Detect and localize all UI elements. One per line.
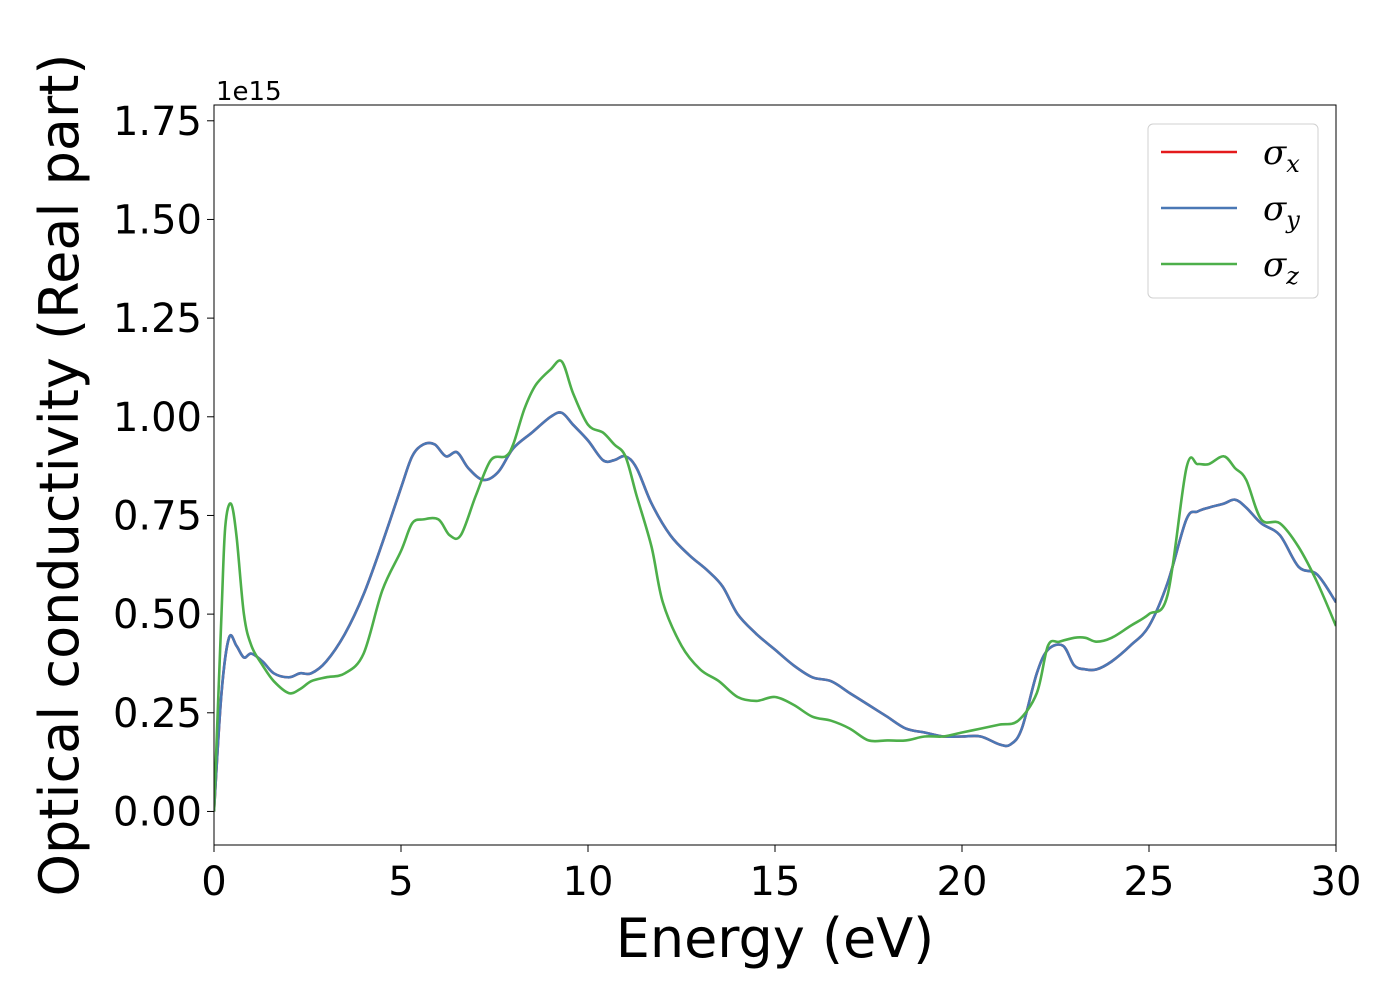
x-axis-title: Energy (eV) xyxy=(616,907,935,970)
legend-box xyxy=(1147,123,1319,299)
y-tick-label: 1.00 xyxy=(113,395,202,441)
x-tick-label: 15 xyxy=(750,859,801,905)
series-line-x xyxy=(214,411,1336,812)
x-tick-label: 25 xyxy=(1124,859,1175,905)
y-tick-label: 0.00 xyxy=(113,789,202,835)
y-tick-label: 0.25 xyxy=(113,691,202,737)
x-tick-label: 10 xyxy=(563,859,614,905)
series-line-y xyxy=(214,411,1336,812)
y-tick-label: 1.50 xyxy=(113,197,202,243)
x-tick-label: 0 xyxy=(201,859,226,905)
y-tick-label: 0.75 xyxy=(113,493,202,539)
x-axis: 0 5 10 15 20 25 30 xyxy=(201,845,1361,905)
x-tick-label: 30 xyxy=(1311,859,1362,905)
y-tick-label: 1.25 xyxy=(113,296,202,342)
series-layer xyxy=(214,359,1336,812)
x-tick-label: 20 xyxy=(937,859,988,905)
y-axis: 0.00 0.25 0.50 0.75 1.00 1.25 1.50 1.75 xyxy=(113,99,214,835)
x-tick-label: 5 xyxy=(388,859,413,905)
series-line-z xyxy=(214,359,1336,812)
y-tick-label: 0.50 xyxy=(113,592,202,638)
y-tick-label: 1.75 xyxy=(113,99,202,145)
y-axis-title: Optical conductivity (Real part) xyxy=(28,54,91,897)
y-offset-label: 1e15 xyxy=(216,77,282,107)
